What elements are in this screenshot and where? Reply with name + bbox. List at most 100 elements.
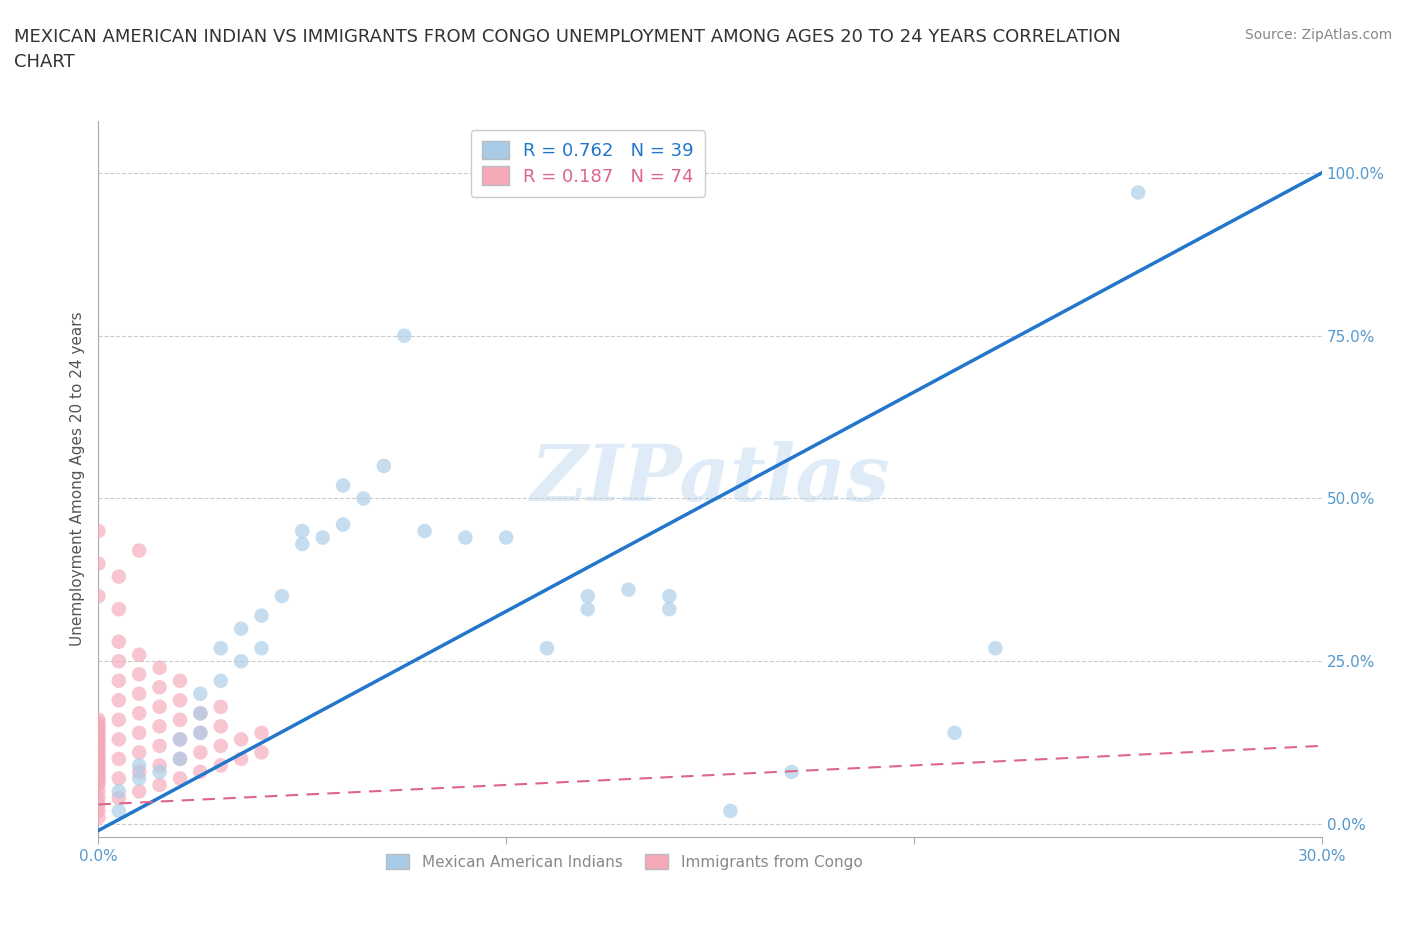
Point	[87, 712, 110, 727]
Point	[108, 771, 131, 786]
Point	[780, 764, 803, 779]
Point	[169, 693, 191, 708]
Point	[108, 673, 131, 688]
Point	[209, 719, 232, 734]
Point	[87, 771, 110, 786]
Point	[87, 725, 110, 740]
Point	[87, 719, 110, 734]
Point	[536, 641, 558, 656]
Point	[87, 751, 110, 766]
Point	[128, 706, 150, 721]
Point	[169, 732, 191, 747]
Point	[149, 680, 172, 695]
Point	[291, 524, 314, 538]
Point	[149, 660, 172, 675]
Point	[250, 608, 273, 623]
Text: ZIPatlas: ZIPatlas	[530, 441, 890, 517]
Point	[250, 725, 273, 740]
Point	[128, 758, 150, 773]
Point	[332, 517, 354, 532]
Point	[108, 790, 131, 805]
Point	[108, 654, 131, 669]
Point	[209, 673, 232, 688]
Point	[108, 569, 131, 584]
Point	[270, 589, 294, 604]
Point	[188, 725, 212, 740]
Point	[87, 524, 110, 538]
Point	[209, 758, 232, 773]
Point	[87, 777, 110, 792]
Point	[108, 693, 131, 708]
Point	[312, 530, 335, 545]
Point	[943, 725, 966, 740]
Point	[87, 758, 110, 773]
Point	[128, 745, 150, 760]
Point	[392, 328, 416, 343]
Point	[495, 530, 517, 545]
Point	[87, 745, 110, 760]
Point	[231, 654, 253, 669]
Point	[87, 790, 110, 805]
Point	[149, 738, 172, 753]
Text: MEXICAN AMERICAN INDIAN VS IMMIGRANTS FROM CONGO UNEMPLOYMENT AMONG AGES 20 TO 2: MEXICAN AMERICAN INDIAN VS IMMIGRANTS FR…	[14, 28, 1121, 71]
Point	[169, 771, 191, 786]
Point	[128, 647, 150, 662]
Point	[108, 732, 131, 747]
Point	[188, 725, 212, 740]
Point	[209, 699, 232, 714]
Point	[87, 732, 110, 747]
Point	[373, 458, 395, 473]
Point	[188, 706, 212, 721]
Point	[231, 732, 253, 747]
Point	[87, 589, 110, 604]
Point	[454, 530, 477, 545]
Point	[108, 602, 131, 617]
Point	[169, 751, 191, 766]
Point	[128, 543, 150, 558]
Point	[413, 524, 436, 538]
Point	[87, 774, 110, 789]
Point	[87, 804, 110, 818]
Point	[87, 784, 110, 799]
Point	[108, 712, 131, 727]
Point	[576, 589, 599, 604]
Point	[87, 742, 110, 757]
Point	[231, 751, 253, 766]
Point	[250, 641, 273, 656]
Point	[128, 784, 150, 799]
Point	[617, 582, 640, 597]
Point	[250, 745, 273, 760]
Point	[718, 804, 742, 818]
Point	[87, 716, 110, 731]
Point	[352, 491, 374, 506]
Point	[149, 719, 172, 734]
Point	[658, 589, 681, 604]
Point	[87, 797, 110, 812]
Point	[87, 764, 110, 779]
Point	[128, 725, 150, 740]
Point	[984, 641, 1007, 656]
Point	[87, 761, 110, 776]
Point	[149, 777, 172, 792]
Point	[209, 738, 232, 753]
Point	[188, 706, 212, 721]
Point	[128, 667, 150, 682]
Point	[169, 732, 191, 747]
Point	[169, 712, 191, 727]
Text: Source: ZipAtlas.com: Source: ZipAtlas.com	[1244, 28, 1392, 42]
Point	[149, 699, 172, 714]
Point	[149, 764, 172, 779]
Point	[576, 602, 599, 617]
Point	[87, 755, 110, 770]
Point	[149, 758, 172, 773]
Legend: Mexican American Indians, Immigrants from Congo: Mexican American Indians, Immigrants fro…	[381, 848, 869, 876]
Point	[658, 602, 681, 617]
Point	[209, 641, 232, 656]
Point	[87, 748, 110, 763]
Point	[1128, 185, 1150, 200]
Point	[169, 751, 191, 766]
Point	[108, 751, 131, 766]
Point	[87, 556, 110, 571]
Y-axis label: Unemployment Among Ages 20 to 24 years: Unemployment Among Ages 20 to 24 years	[69, 312, 84, 646]
Point	[291, 537, 314, 551]
